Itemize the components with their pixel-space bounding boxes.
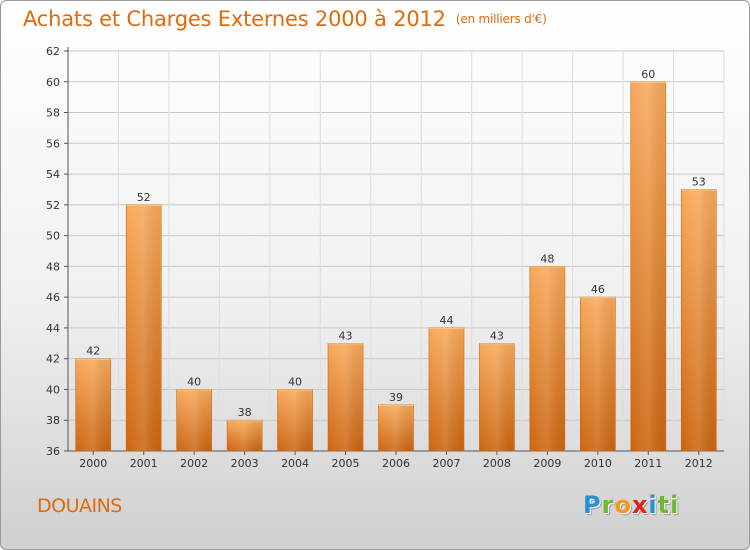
chart-title-text: Achats et Charges Externes 2000 à 2012 [23, 7, 446, 31]
labels: 36 38 40 42 44 46 48 50 52 54 56 58 60 62 42 2000 52 2001… [46, 45, 713, 470]
x-tick-label: 2010 [584, 457, 612, 470]
bar-value-label: 42 [86, 345, 100, 358]
bar-value-label: 46 [591, 283, 605, 296]
y-tick-label: 60 [46, 76, 60, 89]
city-name: DOUAINS [37, 495, 122, 517]
x-tick-label: 2000 [79, 457, 107, 470]
bar-shine [278, 390, 312, 451]
bar-shine [631, 82, 665, 452]
bar-shine [530, 267, 564, 451]
x-tick-label: 2011 [634, 457, 662, 470]
y-tick-label: 62 [46, 45, 60, 58]
chart-title: Achats et Charges Externes 2000 à 2012 (e… [23, 7, 547, 31]
y-tick-label: 40 [46, 383, 60, 396]
y-tick-label: 48 [46, 260, 60, 273]
bar-shine [127, 205, 161, 451]
bar-shine [682, 190, 716, 451]
y-tick-label: 42 [46, 353, 60, 366]
bar-value-label: 39 [389, 391, 403, 404]
y-tick-label: 58 [46, 107, 60, 120]
y-tick-label: 44 [46, 322, 60, 335]
bars [75, 81, 717, 452]
bar-shine [379, 405, 413, 451]
bar-value-label: 48 [540, 252, 554, 265]
bar-value-label: 40 [288, 375, 302, 388]
x-tick-label: 2005 [332, 457, 360, 470]
bar-value-label: 52 [137, 191, 151, 204]
bar-value-label: 38 [238, 406, 252, 419]
bar-value-label: 43 [490, 329, 504, 342]
y-tick-label: 46 [46, 291, 60, 304]
x-tick-label: 2009 [533, 457, 561, 470]
bar-shine [581, 298, 615, 451]
bar-value-label: 53 [692, 175, 706, 188]
x-tick-label: 2008 [483, 457, 511, 470]
bar-shine [76, 359, 110, 451]
x-tick-label: 2012 [685, 457, 713, 470]
bar-value-label: 43 [339, 329, 353, 342]
bar-shine [177, 390, 211, 451]
x-tick-label: 2007 [432, 457, 460, 470]
x-tick-label: 2004 [281, 457, 309, 470]
x-tick-label: 2006 [382, 457, 410, 470]
bar-shine [429, 328, 463, 451]
bar-shine [480, 344, 514, 451]
y-tick-label: 38 [46, 414, 60, 427]
bar-shine [228, 421, 262, 451]
y-tick-label: 50 [46, 230, 60, 243]
x-tick-label: 2002 [180, 457, 208, 470]
bar-value-label: 44 [439, 314, 453, 327]
bar-shine [329, 344, 363, 451]
chart-unit: (en milliers d'€) [455, 12, 547, 26]
bar-value-label: 60 [641, 68, 655, 81]
x-tick-label: 2003 [231, 457, 259, 470]
proxiti-logo[interactable]: Proxiti [583, 491, 680, 519]
y-tick-label: 54 [46, 168, 60, 181]
x-tick-label: 2001 [130, 457, 158, 470]
y-tick-label: 52 [46, 199, 60, 212]
y-tick-label: 56 [46, 137, 60, 150]
bar-value-label: 40 [187, 375, 201, 388]
y-tick-label: 36 [46, 445, 60, 458]
